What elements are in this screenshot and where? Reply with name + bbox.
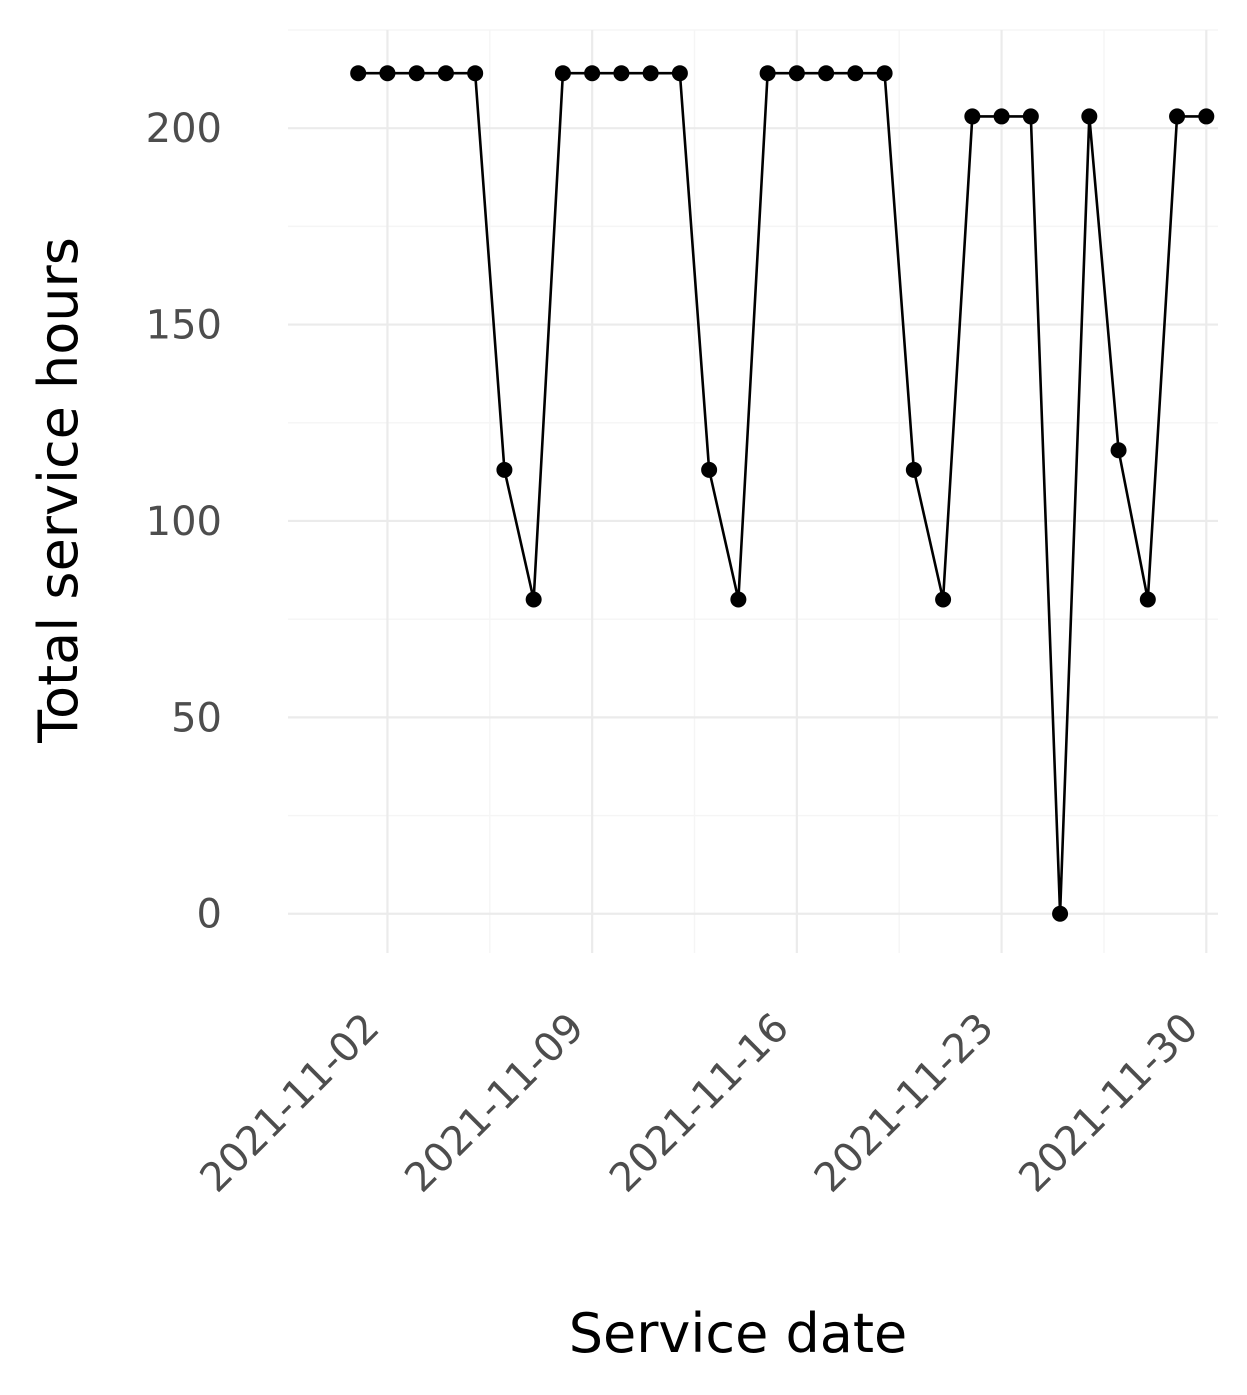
y-tick-labels: 0 50 100 150 200 [146,106,222,938]
grid-layer [288,29,1218,953]
y-tick-label: 150 [146,303,222,349]
data-point [408,65,425,82]
data-point [788,65,805,82]
x-axis-title: Service date [569,1302,908,1365]
x-tick-label: 2021-11-16 [601,1005,798,1202]
data-point [350,65,367,82]
data-point [759,65,776,82]
data-point [554,65,571,82]
y-tick-label: 100 [146,499,222,545]
y-tick-label: 0 [197,892,222,938]
data-point [730,591,747,608]
data-point [1198,108,1215,125]
x-tick-label: 2021-11-30 [1010,1005,1207,1202]
data-point [847,65,864,82]
data-point [993,108,1010,125]
data-point [496,461,513,478]
x-tick-label: 2021-11-02 [192,1005,389,1202]
data-point [701,461,718,478]
y-tick-label: 50 [171,695,222,741]
data-point [1081,108,1098,125]
data-point [379,65,396,82]
data-point [1052,905,1069,922]
series-layer [350,65,1215,922]
data-point [642,65,659,82]
data-point [1169,108,1186,125]
data-point [1110,442,1127,459]
x-tick-labels: 2021-11-02 2021-11-09 2021-11-16 2021-11-23… [192,1005,1208,1202]
data-point [584,65,601,82]
data-point [613,65,630,82]
data-point [525,591,542,608]
data-point [876,65,893,82]
y-tick-label: 200 [146,106,222,152]
data-point [964,108,981,125]
data-point [935,591,952,608]
y-axis-title: Total service hours [27,237,90,744]
data-point [437,65,454,82]
data-point [905,461,922,478]
data-point [671,65,688,82]
x-tick-label: 2021-11-09 [396,1005,593,1202]
data-point [467,65,484,82]
data-point [818,65,835,82]
series-line [358,71,1207,916]
data-point [1022,108,1039,125]
data-point [1139,591,1156,608]
x-tick-label: 2021-11-23 [806,1005,1003,1202]
